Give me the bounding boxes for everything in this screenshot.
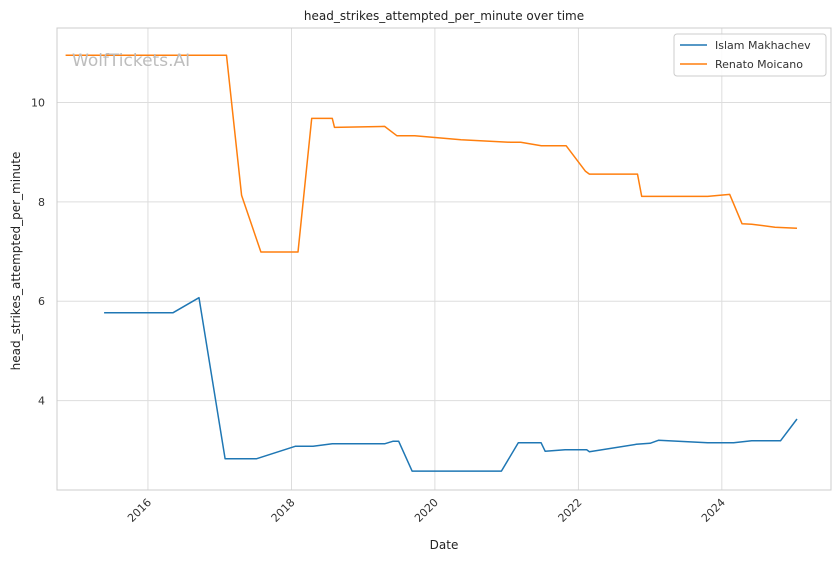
y-tick-label: 4: [38, 395, 45, 408]
legend-label-islam-makhachev: Islam Makhachev: [715, 39, 811, 52]
watermark-text: WolfTickets.AI: [72, 51, 190, 71]
y-tick-label: 6: [38, 295, 45, 308]
series-line-islam-makhachev: [104, 296, 798, 472]
legend: Islam Makhachev Renato Moicano: [673, 33, 827, 77]
grid: [57, 28, 831, 490]
y-tick-label: 8: [38, 196, 45, 209]
y-tick-label: 10: [31, 97, 45, 110]
legend-label-renato-moicano: Renato Moicano: [715, 58, 803, 71]
series-line-renato-moicano: [65, 54, 798, 253]
series-lines: [65, 54, 798, 472]
legend-box: [673, 33, 827, 77]
chart-title: head_strikes_attempted_per_minute over t…: [304, 9, 584, 23]
y-axis-title: head_strikes_attempted_per_minute: [9, 152, 23, 371]
plot-frame: [56, 27, 832, 491]
x-axis-title: Date: [430, 538, 459, 552]
